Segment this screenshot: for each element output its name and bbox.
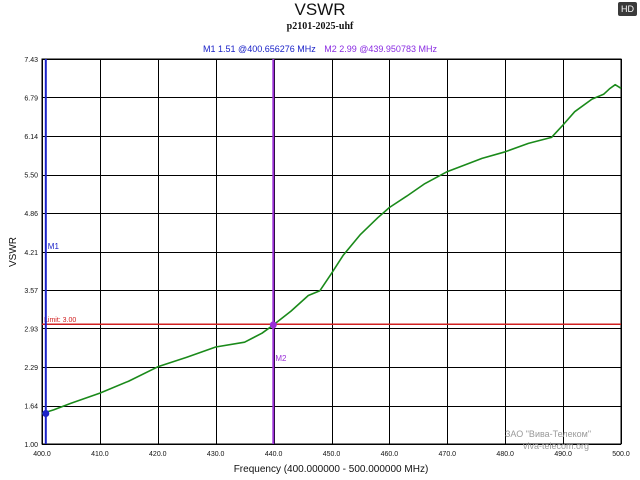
x-tick-label: 460.0 [381, 451, 399, 458]
chart-title: VSWR [294, 0, 346, 19]
vswr-trace-line [41, 83, 622, 415]
x-tick-label: 440.0 [265, 451, 283, 458]
m2-marker-label: M2 [275, 354, 287, 363]
y-tick-label: 6.14 [24, 134, 38, 141]
y-tick-label: 5.50 [24, 173, 38, 180]
y-tick-label: 1.00 [24, 442, 38, 449]
x-tick-label: 480.0 [496, 451, 514, 458]
grid-layer [41, 58, 622, 445]
watermark-url: viva-telecom.org [523, 441, 590, 451]
watermark-company: ЗАО "Вива-Телеком" [505, 429, 592, 439]
x-tick-label: 410.0 [91, 451, 109, 458]
m2-marker-point [269, 321, 277, 329]
marker-layer: M1 M2 [42, 59, 287, 444]
x-axis-label: Frequency (400.000000 - 500.000000 MHz) [234, 464, 429, 475]
plot-frame [41, 58, 622, 445]
m2-readout: M2 2.99 @439.950783 MHz [324, 44, 437, 54]
limit-layer: Limit: 3.00 [42, 317, 621, 325]
m1-readout: M1 1.51 @400.656276 MHz [203, 44, 316, 54]
x-tick-label: 400.0 [33, 451, 51, 458]
x-tick-label: 450.0 [323, 451, 341, 458]
tick-layer: 400.0 410.0 420.0 430.0 440.0 450.0 460.0 470.0… [24, 57, 629, 458]
x-tick-label: 430.0 [207, 451, 225, 458]
x-tick-label: 490.0 [554, 451, 572, 458]
y-tick-label: 1.64 [24, 404, 38, 411]
chart-subtitle: p2101-2025-uhf [286, 21, 354, 32]
y-tick-label: 4.86 [24, 211, 38, 218]
y-tick-label: 2.93 [24, 326, 38, 333]
y-tick-label: 7.43 [24, 57, 38, 64]
m1-marker-label: M1 [48, 242, 60, 251]
y-tick-label: 6.79 [24, 95, 38, 102]
x-tick-label: 470.0 [439, 451, 457, 458]
watermark: ЗАО "Вива-Телеком" viva-telecom.org [505, 428, 635, 452]
trace-layer [41, 83, 622, 415]
limit-label: Limit: 3.00 [44, 317, 76, 324]
m1-marker-point [42, 409, 50, 417]
x-tick-label: 420.0 [149, 451, 167, 458]
x-tick-label: 500.0 [612, 451, 630, 458]
hd-badge[interactable]: HD [618, 2, 637, 16]
y-tick-label: 4.21 [24, 250, 38, 257]
y-tick-label: 2.29 [24, 365, 38, 372]
y-tick-label: 3.57 [24, 288, 38, 295]
marker-readout: M1 1.51 @400.656276 MHz M2 2.99 @439.950… [0, 44, 640, 54]
y-axis-label: VSWR [8, 237, 19, 267]
